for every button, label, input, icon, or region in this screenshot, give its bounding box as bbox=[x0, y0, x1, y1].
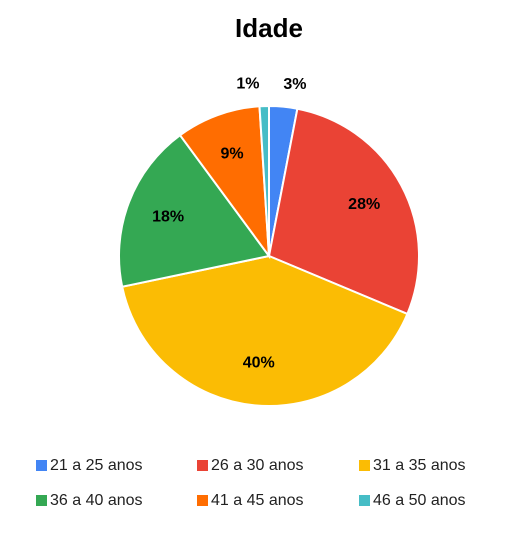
data-label: 28% bbox=[348, 196, 380, 213]
legend-swatch bbox=[36, 460, 47, 471]
legend-label: 41 a 45 anos bbox=[211, 492, 304, 509]
legend-swatch bbox=[359, 495, 370, 506]
data-label: 18% bbox=[152, 209, 184, 226]
legend-label: 21 a 25 anos bbox=[50, 457, 143, 474]
legend-swatch bbox=[36, 495, 47, 506]
data-label: 3% bbox=[283, 76, 306, 93]
chart-title: Idade bbox=[235, 13, 303, 43]
pie-slice bbox=[178, 105, 271, 260]
legend-swatch bbox=[197, 495, 208, 506]
pie-slice bbox=[120, 254, 409, 407]
legend-swatch bbox=[197, 460, 208, 471]
legend-label: 26 a 30 anos bbox=[211, 457, 304, 474]
pie-slice bbox=[258, 104, 270, 257]
pie-slice bbox=[118, 133, 271, 288]
data-label: 1% bbox=[236, 75, 259, 92]
pie-slice bbox=[267, 107, 420, 316]
legend-label: 31 a 35 anos bbox=[373, 457, 466, 474]
legend-swatch bbox=[359, 460, 370, 471]
legend-label: 36 a 40 anos bbox=[50, 492, 143, 509]
data-label: 9% bbox=[220, 146, 243, 163]
data-label: 40% bbox=[243, 355, 275, 372]
legend-label: 46 a 50 anos bbox=[373, 492, 466, 509]
